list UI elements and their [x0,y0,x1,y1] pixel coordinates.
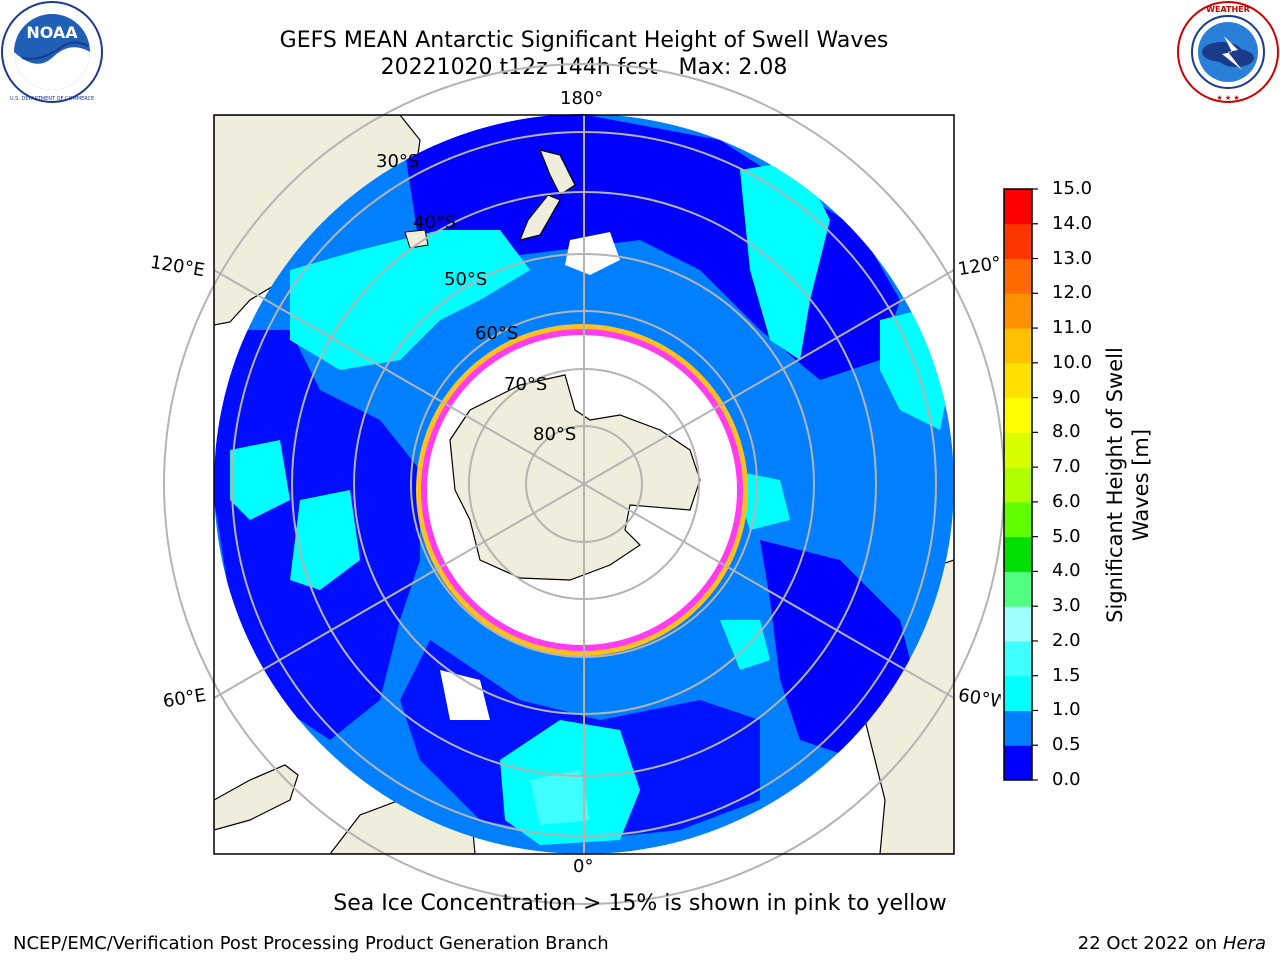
longitude-grid [214,115,954,854]
lat-label-60s: 60°S [475,323,519,344]
colorbar-segment [1004,432,1032,468]
lon-label-0: 0° [573,856,594,877]
colorbar-tick-label: 15.0 [1052,178,1093,199]
colorbar-segment [1004,536,1032,572]
colorbar-segment [1004,328,1032,364]
svg-text:U.S. DEPARTMENT OF COMMERCE: U.S. DEPARTMENT OF COMMERCE [10,96,94,102]
colorbar-segment [1004,606,1032,642]
lat-label-70s: 70°S [504,374,548,395]
footer-date-text: 22 Oct 2022 on [1077,933,1223,954]
colorbar-segment [1004,223,1032,260]
noaa-logo: NOAA U.S. DEPARTMENT OF COMMERCE [1,1,103,103]
colorbar-tick-label: 8.0 [1052,421,1081,443]
colorbar-segment [1004,467,1032,503]
new-zealand [519,149,576,241]
colorbar-tick-label: 0.0 [1052,769,1081,790]
lat-label-40s: 40°S [413,212,457,233]
colorbar-segment [1004,571,1032,607]
colorbar-label: Significant Height of Swell Waves [m] [1103,347,1153,623]
colorbar-tick-label: 12.0 [1052,282,1093,304]
colorbar-tick-label: 2.0 [1052,629,1081,651]
svg-text:WEATHER: WEATHER [1206,5,1250,14]
colorbar-tick-label: 7.0 [1052,456,1081,478]
colorbar-tick-label: 13.0 [1052,247,1093,269]
colorbar-segment [1004,501,1032,538]
footer-host: Hera [1222,933,1266,954]
chart-title: GEFS MEAN Antarctic Significant Height o… [279,28,889,53]
svg-text:★ ★ ★: ★ ★ ★ [1216,94,1239,102]
colorbar-tick-label: 9.0 [1052,386,1081,408]
footer-branch: NCEP/EMC/Verification Post Processing Pr… [13,933,609,954]
colorbar-frame [1003,188,1033,781]
footer-date: 22 Oct 2022 on Hera [1078,933,1266,954]
colorbar-segment [1004,745,1032,781]
colorbar-segment [1004,362,1032,399]
svg-text:NOAA: NOAA [26,23,78,42]
colorbar-segment [1004,710,1032,746]
colorbar-segment [1004,189,1032,225]
colorbar-segment [1004,293,1032,329]
colorbar-tick-label: 4.0 [1052,560,1081,582]
colorbar-tick-label: 5.0 [1052,525,1081,547]
colorbar-segment [1004,397,1032,433]
colorbar-segment [1004,640,1032,677]
colorbar-tick-label: 14.0 [1052,212,1093,234]
nws-logo: WEATHER ★ ★ ★ [1177,1,1279,103]
colorbar-tick-label: 1.0 [1052,699,1081,721]
colorbar-tick-label: 10.0 [1052,351,1093,373]
colorbar-segment [1004,675,1032,711]
lat-label-80s: 80°S [533,424,577,445]
colorbar-tick-label: 6.0 [1052,490,1081,512]
lat-label-50s: 50°S [444,269,488,290]
sea-ice-caption: Sea Ice Concentration > 15% is shown in … [333,891,947,916]
colorbar-tick-label: 1.5 [1052,664,1081,686]
colorbar-tick-label: 0.5 [1052,734,1081,756]
colorbar-tick-label: 11.0 [1052,317,1093,339]
antarctica [449,374,701,581]
map-frame [213,114,955,855]
colorbar-segment [1004,258,1032,294]
lat-label-30s: 30°S [376,151,420,172]
lon-label-180: 180° [560,88,604,109]
colorbar-tick-label: 3.0 [1052,595,1081,617]
